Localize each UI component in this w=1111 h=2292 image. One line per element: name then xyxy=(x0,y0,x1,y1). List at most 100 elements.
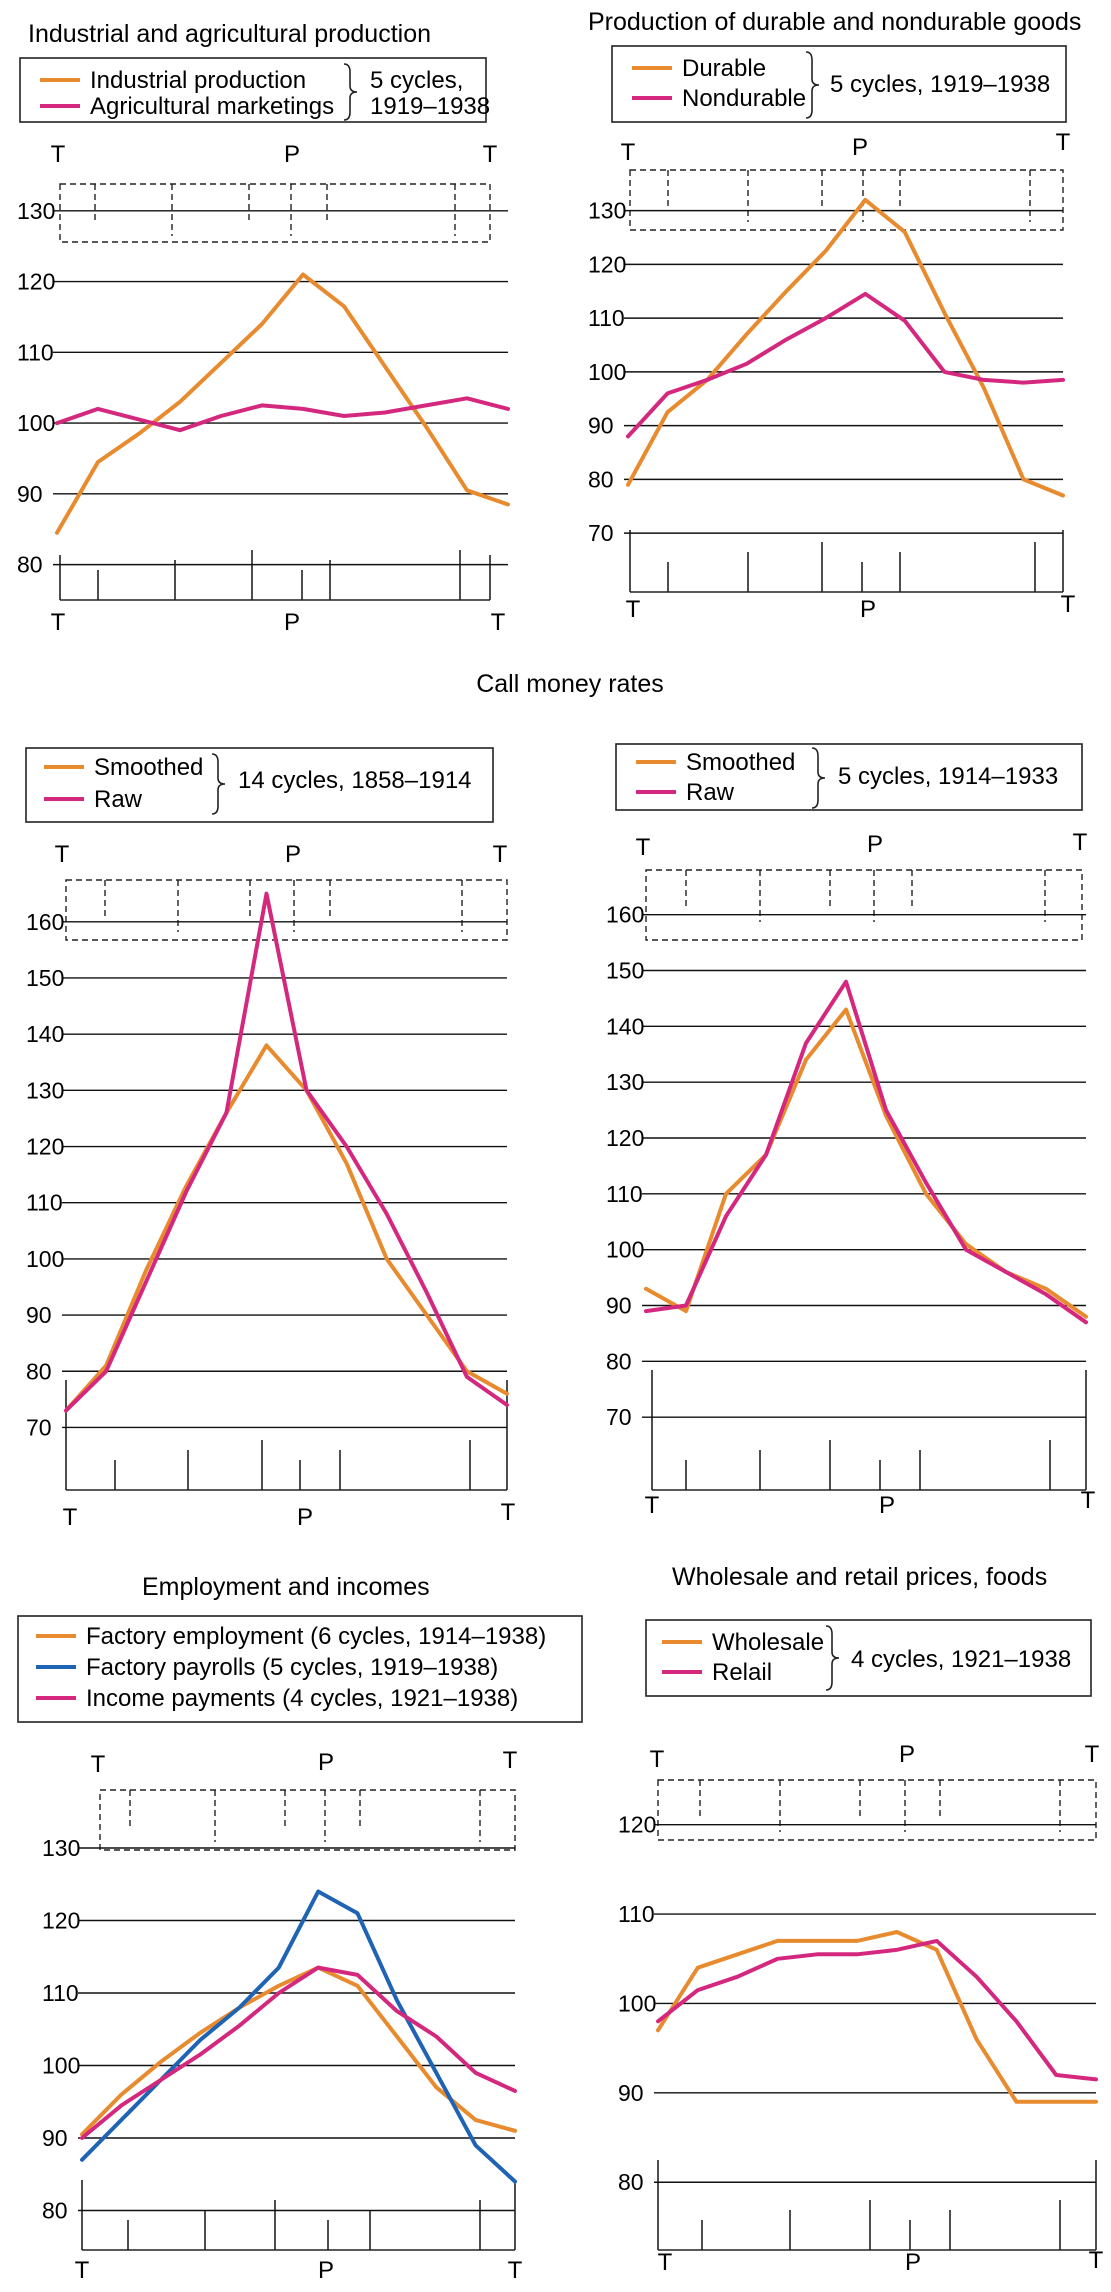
y-tick-label: 70 xyxy=(606,1404,632,1430)
y-tick-label: 110 xyxy=(618,1901,655,1927)
series-line xyxy=(64,891,509,1413)
phase-label-top: P xyxy=(284,141,300,168)
y-tick-label: 110 xyxy=(26,1190,63,1216)
legend-note: 4 cycles, 1921–1938 xyxy=(851,1646,1071,1673)
chart-panels: Industrial and agricultural production In… xyxy=(17,8,1104,2284)
phase-box-top xyxy=(629,169,1064,231)
legend-label: Smoothed xyxy=(686,749,795,776)
chart-prices: Wholesale and retail prices, foods Wholes… xyxy=(618,1563,1104,2276)
section-title: Call money rates xyxy=(476,670,664,698)
chart-callmoney-1858: Smoothed Raw 14 cycles, 1858–1914 70 80 90 100… xyxy=(25,747,516,1531)
legend-brace xyxy=(811,747,826,809)
phase-label-bottom: P xyxy=(879,1492,895,1519)
y-tick-label: 130 xyxy=(42,1835,80,1861)
y-tick-label: 90 xyxy=(26,1302,52,1328)
y-tick-label: 110 xyxy=(606,1181,643,1207)
y-tick-label: 160 xyxy=(26,909,64,935)
y-tick-label: 150 xyxy=(26,965,64,991)
phase-label-top: T xyxy=(621,139,636,166)
y-tick-label: 130 xyxy=(606,1069,644,1095)
y-tick-label: 100 xyxy=(26,1246,64,1272)
y-tick-label: 90 xyxy=(588,413,614,439)
legend-box xyxy=(17,1615,583,1723)
phase-label-top: T xyxy=(503,1747,518,1774)
phase-label-top: T xyxy=(55,841,70,868)
legend-brace xyxy=(805,51,820,119)
y-tick-label: 140 xyxy=(606,1013,644,1039)
legend-label: Income payments (4 cycles, 1921–1938) xyxy=(86,1685,518,1712)
y-tick-label: 110 xyxy=(17,339,54,365)
y-tick-label: 70 xyxy=(26,1414,52,1440)
legend-label: Smoothed xyxy=(94,754,203,781)
y-tick-label: 90 xyxy=(618,2080,644,2106)
legend-box xyxy=(645,1619,1092,1697)
legend-brace xyxy=(343,63,358,121)
y-tick-label: 100 xyxy=(606,1237,644,1263)
chart-title: Wholesale and retail prices, foods xyxy=(672,1563,1047,1591)
y-tick-label: 130 xyxy=(26,1077,64,1103)
chart-callmoney-1914: Smoothed Raw 5 cycles, 1914–1933 70 80 90 100 1… xyxy=(606,743,1096,1519)
phase-label-bottom: T xyxy=(501,1499,516,1526)
legend-note: 5 cycles, xyxy=(370,67,463,94)
legend-box xyxy=(25,747,494,823)
y-tick-label: 90 xyxy=(17,481,43,507)
phase-label-bottom: T xyxy=(1061,591,1076,618)
legend-label: Wholesale xyxy=(712,1629,824,1656)
legend-box xyxy=(615,743,1083,811)
phase-label-top: T xyxy=(1056,129,1071,156)
y-tick-label: 80 xyxy=(618,2169,644,2195)
series-line xyxy=(656,1938,1098,2082)
y-tick-label: 130 xyxy=(17,198,55,224)
phase-label-top: P xyxy=(318,1749,334,1776)
legend-box xyxy=(19,57,487,123)
legend-note: 5 cycles, 1919–1938 xyxy=(830,71,1050,98)
phase-box-top xyxy=(645,869,1083,941)
phase-label-bottom: T xyxy=(658,2249,673,2276)
phase-label-top: T xyxy=(493,841,508,868)
legend-note: 1919–1938 xyxy=(370,93,490,120)
chart-title: Employment and incomes xyxy=(142,1573,430,1601)
y-tick-label: 120 xyxy=(26,1134,64,1160)
phase-label-bottom: P xyxy=(284,609,300,636)
legend-label: Industrial production xyxy=(90,67,306,94)
series-line xyxy=(656,1930,1098,2104)
phase-label-bottom: T xyxy=(1089,2247,1104,2274)
y-tick-label: 140 xyxy=(26,1021,64,1047)
phase-label-bottom: T xyxy=(508,2257,523,2284)
phase-label-bottom: T xyxy=(491,609,506,636)
phase-label-bottom: T xyxy=(626,596,641,623)
y-tick-label: 150 xyxy=(606,958,644,984)
phase-box-top xyxy=(99,1789,516,1851)
y-tick-label: 120 xyxy=(618,1812,656,1838)
y-tick-label: 80 xyxy=(17,552,43,578)
y-tick-label: 120 xyxy=(606,1125,644,1151)
legend-label: Raw xyxy=(686,779,735,806)
legend-label: Nondurable xyxy=(682,85,806,112)
y-tick-label: 120 xyxy=(588,251,626,277)
y-tick-label: 160 xyxy=(606,902,644,928)
phase-label-top: P xyxy=(852,134,868,161)
legend-label: Raw xyxy=(94,786,143,813)
y-tick-label: 90 xyxy=(42,2125,68,2151)
phase-label-bottom: T xyxy=(51,609,66,636)
series-line xyxy=(644,979,1088,1325)
y-tick-label: 130 xyxy=(588,198,626,224)
chart-industrial: Industrial and agricultural production In… xyxy=(17,20,510,636)
legend-label: Factory payrolls (5 cycles, 1919–1938) xyxy=(86,1654,498,1681)
y-tick-label: 100 xyxy=(42,2053,80,2079)
y-tick-label: 100 xyxy=(588,359,626,385)
y-tick-label: 80 xyxy=(606,1348,632,1374)
phase-label-top: T xyxy=(650,1746,665,1773)
phase-label-top: T xyxy=(483,141,498,168)
y-tick-label: 70 xyxy=(588,520,614,546)
phase-label-top: P xyxy=(899,1741,915,1768)
y-tick-label: 90 xyxy=(606,1293,632,1319)
series-line xyxy=(80,1965,517,2137)
legend-note: 14 cycles, 1858–1914 xyxy=(238,767,472,794)
y-tick-label: 110 xyxy=(588,305,625,331)
phase-label-bottom: T xyxy=(1081,1487,1096,1514)
series-line xyxy=(64,1043,509,1413)
series-line xyxy=(55,272,510,535)
phase-label-top: T xyxy=(636,834,651,861)
